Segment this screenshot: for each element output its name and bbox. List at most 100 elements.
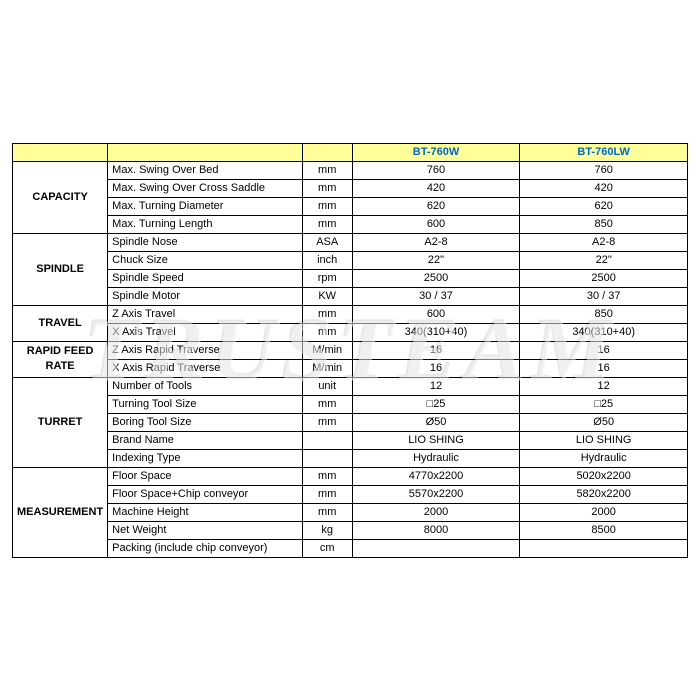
param-cell: Z Axis Rapid Traverse <box>108 341 303 359</box>
unit-cell: M/min <box>302 359 352 377</box>
param-cell: X Axis Travel <box>108 323 303 341</box>
value-cell-m2: □25 <box>520 395 688 413</box>
value-cell-m2: 850 <box>520 305 688 323</box>
table-row: Boring Tool SizemmØ50Ø50 <box>13 413 688 431</box>
value-cell-m2: A2-8 <box>520 233 688 251</box>
param-cell: Brand Name <box>108 431 303 449</box>
value-cell-m2: LIO SHING <box>520 431 688 449</box>
unit-cell: rpm <box>302 269 352 287</box>
value-cell-m2: 5020x2200 <box>520 467 688 485</box>
param-cell: Turning Tool Size <box>108 395 303 413</box>
param-cell: Packing (include chip conveyor) <box>108 539 303 557</box>
value-cell-m1: 5570x2200 <box>352 485 520 503</box>
category-cell: RAPID FEED RATE <box>13 341 108 377</box>
table-row: Net Weightkg80008500 <box>13 521 688 539</box>
value-cell-m2: 22" <box>520 251 688 269</box>
table-row: MEASUREMENTFloor Spacemm4770x22005020x22… <box>13 467 688 485</box>
param-cell: Machine Height <box>108 503 303 521</box>
value-cell-m1: Ø50 <box>352 413 520 431</box>
param-cell: Number of Tools <box>108 377 303 395</box>
unit-cell: mm <box>302 503 352 521</box>
header-blank-2 <box>108 143 303 161</box>
unit-cell: mm <box>302 197 352 215</box>
value-cell-m2: Ø50 <box>520 413 688 431</box>
value-cell-m1: 620 <box>352 197 520 215</box>
value-cell-m2: 620 <box>520 197 688 215</box>
value-cell-m1: 30 / 37 <box>352 287 520 305</box>
unit-cell <box>302 449 352 467</box>
unit-cell: mm <box>302 485 352 503</box>
category-cell: CAPACITY <box>13 161 108 233</box>
table-row: Max. Swing Over Cross Saddlemm420420 <box>13 179 688 197</box>
param-cell: Net Weight <box>108 521 303 539</box>
value-cell-m1: 420 <box>352 179 520 197</box>
value-cell-m2: 16 <box>520 359 688 377</box>
value-cell-m1: 4770x2200 <box>352 467 520 485</box>
unit-cell: unit <box>302 377 352 395</box>
value-cell-m1: LIO SHING <box>352 431 520 449</box>
unit-cell: inch <box>302 251 352 269</box>
unit-cell: M/min <box>302 341 352 359</box>
value-cell-m1: 16 <box>352 341 520 359</box>
unit-cell: mm <box>302 215 352 233</box>
unit-cell: mm <box>302 323 352 341</box>
table-row: Floor Space+Chip conveyormm5570x22005820… <box>13 485 688 503</box>
category-cell: TRAVEL <box>13 305 108 341</box>
value-cell-m2: 760 <box>520 161 688 179</box>
header-model-1: BT-760W <box>352 143 520 161</box>
value-cell-m1: 16 <box>352 359 520 377</box>
value-cell-m1 <box>352 539 520 557</box>
value-cell-m2: 340(310+40) <box>520 323 688 341</box>
unit-cell: mm <box>302 413 352 431</box>
param-cell: Chuck Size <box>108 251 303 269</box>
spec-table-container: BT-760W BT-760LW CAPACITYMax. Swing Over… <box>12 143 688 558</box>
table-row: Spindle MotorKW30 / 3730 / 37 <box>13 287 688 305</box>
table-row: Turning Tool Sizemm□25□25 <box>13 395 688 413</box>
table-row: Max. Turning Lengthmm600850 <box>13 215 688 233</box>
table-row: RAPID FEED RATEZ Axis Rapid TraverseM/mi… <box>13 341 688 359</box>
value-cell-m1: □25 <box>352 395 520 413</box>
value-cell-m1: 760 <box>352 161 520 179</box>
unit-cell: mm <box>302 395 352 413</box>
value-cell-m1: 22" <box>352 251 520 269</box>
unit-cell: mm <box>302 161 352 179</box>
value-cell-m1: Hydraulic <box>352 449 520 467</box>
table-row: Machine Heightmm20002000 <box>13 503 688 521</box>
table-row: Packing (include chip conveyor)cm <box>13 539 688 557</box>
param-cell: X Axis Rapid Traverse <box>108 359 303 377</box>
spec-table: BT-760W BT-760LW CAPACITYMax. Swing Over… <box>12 143 688 558</box>
param-cell: Floor Space+Chip conveyor <box>108 485 303 503</box>
header-blank-1 <box>13 143 108 161</box>
value-cell-m2: 5820x2200 <box>520 485 688 503</box>
unit-cell: KW <box>302 287 352 305</box>
unit-cell <box>302 431 352 449</box>
value-cell-m2: 8500 <box>520 521 688 539</box>
unit-cell: mm <box>302 179 352 197</box>
table-row: Chuck Sizeinch22"22" <box>13 251 688 269</box>
value-cell-m1: 2500 <box>352 269 520 287</box>
unit-cell: mm <box>302 467 352 485</box>
header-model-2: BT-760LW <box>520 143 688 161</box>
param-cell: Spindle Speed <box>108 269 303 287</box>
category-cell: TURRET <box>13 377 108 467</box>
param-cell: Boring Tool Size <box>108 413 303 431</box>
table-row: TURRETNumber of Toolsunit1212 <box>13 377 688 395</box>
table-row: TRAVELZ Axis Travelmm600850 <box>13 305 688 323</box>
param-cell: Max. Turning Diameter <box>108 197 303 215</box>
header-blank-3 <box>302 143 352 161</box>
unit-cell: mm <box>302 305 352 323</box>
table-header-row: BT-760W BT-760LW <box>13 143 688 161</box>
category-cell: SPINDLE <box>13 233 108 305</box>
value-cell-m1: 12 <box>352 377 520 395</box>
param-cell: Spindle Nose <box>108 233 303 251</box>
value-cell-m2 <box>520 539 688 557</box>
param-cell: Z Axis Travel <box>108 305 303 323</box>
value-cell-m2: 2000 <box>520 503 688 521</box>
value-cell-m1: 600 <box>352 215 520 233</box>
category-cell: MEASUREMENT <box>13 467 108 557</box>
table-row: Brand Name LIO SHINGLIO SHING <box>13 431 688 449</box>
param-cell: Floor Space <box>108 467 303 485</box>
value-cell-m2: 420 <box>520 179 688 197</box>
param-cell: Max. Swing Over Cross Saddle <box>108 179 303 197</box>
param-cell: Indexing Type <box>108 449 303 467</box>
